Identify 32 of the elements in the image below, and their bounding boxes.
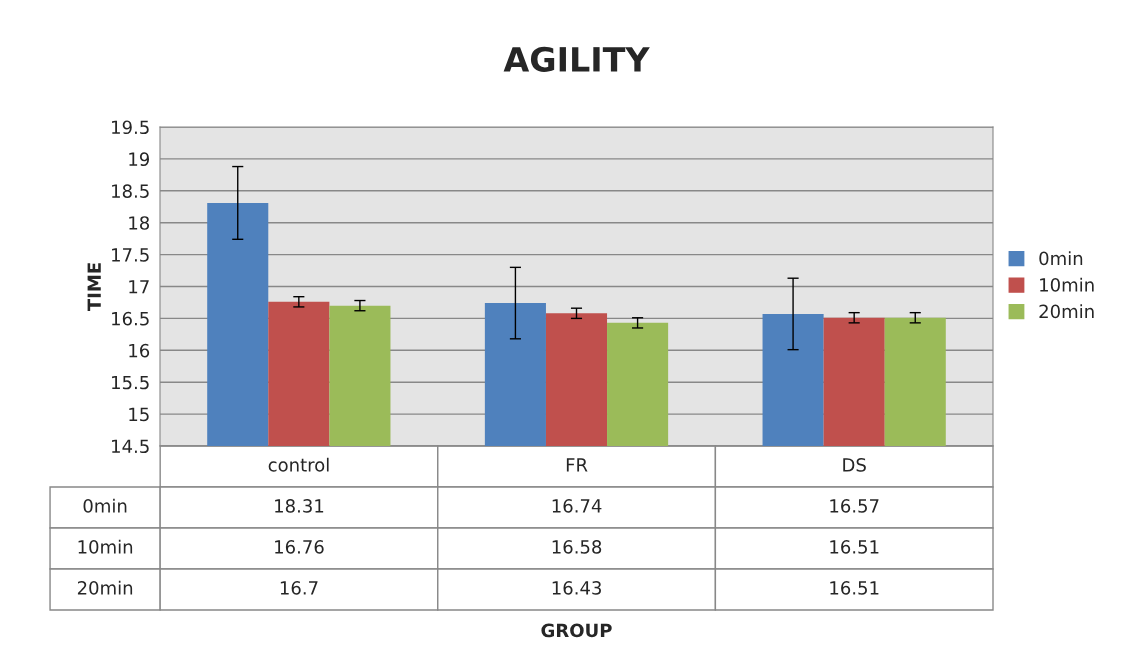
data-label: 16.51 [830, 581, 879, 595]
data-label: 16.43 [552, 581, 601, 595]
y-tick-label: 17 [129, 280, 149, 294]
y-tick-label: 18 [129, 216, 150, 230]
data-label: 16.57 [830, 499, 879, 513]
y-tick-label: 14.5 [112, 439, 149, 454]
text: 10min [78, 539, 133, 554]
x-tick-label: FR [566, 458, 588, 472]
data-label: 16.76 [275, 540, 324, 554]
chart-title: AGILITY [503, 46, 650, 72]
text: 0min [83, 498, 127, 513]
y-tick-label: 17.5 [112, 248, 149, 262]
legend-label: 10min [1040, 277, 1094, 292]
y-axis-title: TIME [87, 263, 101, 312]
y-tick-label: 19.5 [112, 120, 149, 135]
data-label: 16.7 [280, 581, 318, 595]
x-tick-label: DS [843, 458, 866, 472]
data-label: 16.74 [552, 499, 602, 513]
y-tick-label: 16.5 [112, 311, 149, 326]
data-label: 18.31 [275, 499, 324, 513]
text: 20min [77, 580, 133, 595]
y-tick-label: 16 [129, 343, 150, 358]
legend-label: 20min [1039, 304, 1094, 319]
data-label: 16.51 [830, 540, 879, 554]
x-tick-label: control [268, 457, 329, 472]
y-tick-label: 15 [129, 407, 149, 422]
data-label: 16.58 [552, 540, 602, 554]
legend-label: 0min [1039, 251, 1083, 266]
text: GROUP [541, 623, 612, 638]
y-tick-label: 18.5 [112, 184, 149, 198]
y-tick-label: 19 [129, 152, 150, 167]
y-tick-label: 15.5 [112, 375, 149, 390]
